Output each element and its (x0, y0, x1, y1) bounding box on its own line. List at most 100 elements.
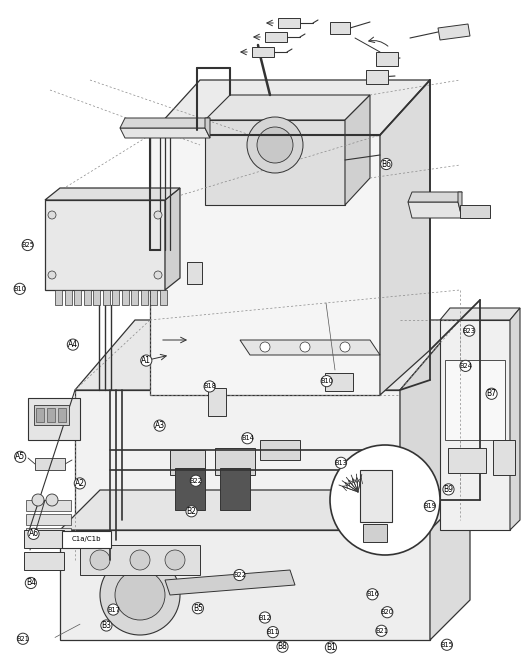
Bar (34, 405, 69, 425)
Text: B14: B14 (241, 435, 254, 442)
Polygon shape (112, 290, 119, 305)
Polygon shape (64, 290, 71, 305)
Circle shape (486, 388, 497, 399)
Text: B21: B21 (375, 627, 388, 634)
Circle shape (192, 603, 203, 614)
Polygon shape (175, 468, 205, 510)
Circle shape (380, 159, 392, 169)
Polygon shape (93, 290, 100, 305)
Polygon shape (205, 118, 210, 138)
Circle shape (28, 529, 39, 539)
Polygon shape (170, 450, 205, 475)
Circle shape (190, 475, 201, 486)
Polygon shape (205, 95, 370, 120)
Text: A2: A2 (75, 479, 85, 488)
Text: B2: B2 (187, 507, 196, 516)
Polygon shape (165, 188, 180, 290)
Circle shape (15, 452, 26, 462)
Polygon shape (510, 308, 520, 530)
Text: B9: B9 (444, 485, 453, 494)
Text: B5: B5 (193, 604, 203, 613)
Circle shape (321, 376, 332, 386)
Polygon shape (75, 390, 400, 560)
Circle shape (367, 589, 378, 600)
Bar (325, 373, 353, 391)
Bar (265, 32, 287, 42)
Bar (376, 52, 398, 66)
Circle shape (441, 639, 452, 650)
Bar (24, 530, 64, 548)
Text: B24: B24 (459, 363, 472, 369)
Text: B8: B8 (278, 642, 287, 651)
Circle shape (100, 555, 180, 635)
Circle shape (90, 550, 110, 570)
Text: B22: B22 (233, 572, 246, 578)
Circle shape (22, 240, 33, 250)
Polygon shape (150, 290, 157, 305)
Polygon shape (84, 290, 90, 305)
Circle shape (14, 284, 25, 294)
Polygon shape (408, 202, 462, 218)
Circle shape (443, 484, 454, 495)
Text: A1: A1 (142, 356, 151, 365)
Circle shape (267, 627, 279, 637)
Circle shape (463, 325, 475, 336)
Circle shape (204, 381, 215, 392)
Bar (252, 47, 274, 57)
Polygon shape (120, 118, 210, 128)
Text: A6: A6 (28, 529, 39, 539)
Polygon shape (103, 290, 110, 305)
Polygon shape (60, 490, 470, 530)
Polygon shape (240, 340, 380, 355)
Polygon shape (150, 80, 430, 135)
Polygon shape (74, 290, 81, 305)
Circle shape (17, 633, 28, 644)
Text: A4: A4 (68, 340, 78, 349)
Circle shape (154, 420, 165, 431)
Circle shape (242, 433, 253, 444)
Text: C1a/C1b: C1a/C1b (72, 536, 102, 542)
Text: B17: B17 (107, 606, 120, 613)
Circle shape (234, 570, 245, 580)
Circle shape (376, 625, 387, 636)
Text: B7: B7 (487, 389, 496, 398)
Circle shape (381, 607, 393, 618)
Polygon shape (131, 290, 138, 305)
Polygon shape (458, 192, 462, 218)
Circle shape (165, 550, 185, 570)
Circle shape (300, 342, 310, 352)
Polygon shape (430, 490, 470, 640)
Text: B10: B10 (13, 286, 26, 292)
Polygon shape (45, 188, 180, 200)
Polygon shape (440, 308, 520, 320)
Bar (493, 440, 515, 475)
Polygon shape (120, 128, 210, 138)
Bar (278, 18, 300, 28)
Circle shape (325, 642, 336, 653)
Text: B6: B6 (381, 159, 391, 169)
Bar (26, 514, 71, 525)
Circle shape (154, 271, 162, 279)
Polygon shape (345, 95, 370, 205)
Circle shape (247, 117, 303, 173)
Polygon shape (140, 290, 147, 305)
Circle shape (259, 612, 270, 623)
Circle shape (130, 550, 150, 570)
Polygon shape (408, 192, 462, 202)
Bar (47, 408, 55, 422)
Bar (80, 545, 200, 575)
Bar (58, 408, 66, 422)
Text: B11: B11 (267, 629, 279, 635)
Bar (24, 552, 64, 570)
Bar (62, 531, 111, 548)
Text: B3: B3 (102, 621, 111, 630)
Text: B12: B12 (259, 614, 271, 621)
Polygon shape (121, 290, 129, 305)
Text: B19: B19 (423, 503, 436, 509)
Bar (28, 398, 80, 440)
Circle shape (277, 641, 288, 652)
Text: B16: B16 (366, 591, 379, 598)
Polygon shape (205, 120, 345, 205)
Polygon shape (440, 320, 510, 530)
Circle shape (330, 445, 440, 555)
